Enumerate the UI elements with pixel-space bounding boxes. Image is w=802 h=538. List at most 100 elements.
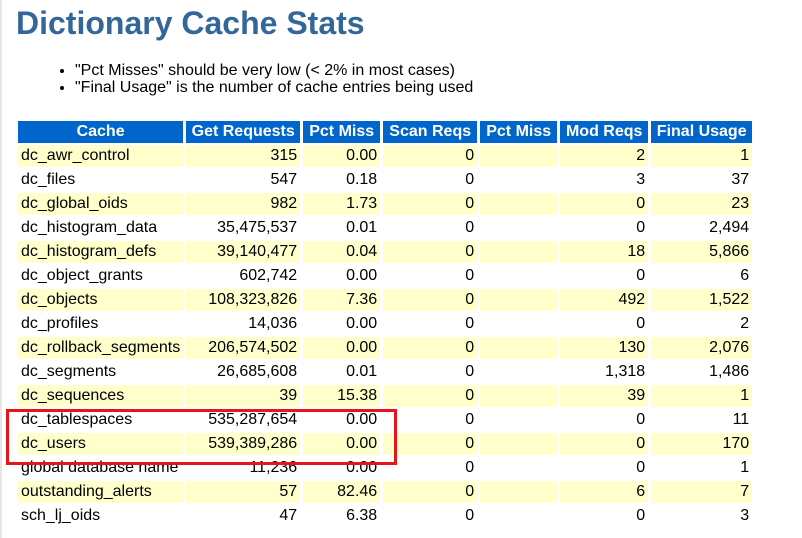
table-cell — [480, 385, 558, 407]
table-cell: 0 — [636, 459, 646, 476]
table-row: dc_sequences 39 15.38 0 39 1 — [18, 385, 753, 407]
table-cell: 7 — [651, 481, 753, 503]
page-left-border — [0, 0, 2, 538]
column-header: Get Requests — [186, 121, 301, 143]
column-header: Cache — [18, 121, 184, 143]
column-header: Scan Reqs — [383, 121, 478, 143]
table-cell: 39,140,477 — [186, 241, 301, 263]
table-cell: 57 — [186, 481, 301, 503]
table-cell: 0 — [383, 481, 478, 503]
table-cell: 0 — [383, 337, 478, 359]
cache-name-cell: dc_segments — [21, 363, 117, 380]
table-cell: 1,522 — [651, 289, 753, 311]
table-cell — [480, 457, 557, 479]
table-cell: 0 — [465, 411, 475, 428]
cache-name-cell: dc_object_grants — [21, 267, 143, 284]
table-cell — [480, 337, 558, 359]
table-cell: 14,036 — [248, 315, 298, 332]
table-row: dc_files 547 0.18 0 3 37 — [18, 169, 752, 191]
table-cell: 0 — [383, 193, 478, 215]
table-cell: 47 — [279, 507, 298, 524]
table-cell: 0 — [636, 267, 646, 284]
table-cell: 7.36 — [303, 289, 381, 311]
table-row: global database name 11,236 0.00 0 0 1 — [18, 457, 752, 479]
table-cell: 6 — [560, 481, 649, 503]
table-cell: 206,574,502 — [186, 337, 301, 359]
table-cell: 2 — [740, 315, 750, 332]
table-cell — [480, 313, 557, 335]
table-row: outstanding_alerts 57 82.46 0 6 7 — [18, 481, 753, 503]
table-cell: 0 — [383, 145, 478, 167]
table-cell — [480, 193, 558, 215]
cache-name-cell: dc_objects — [18, 289, 184, 311]
table-cell: 11 — [732, 411, 750, 428]
table-cell: 0 — [465, 315, 475, 332]
table-cell: 0.00 — [346, 459, 378, 476]
table-cell — [480, 289, 558, 311]
table-cell: 0 — [636, 315, 646, 332]
table-cell: 0 — [383, 433, 478, 455]
table-cell: 0.00 — [303, 433, 381, 455]
table-cell: 37 — [731, 171, 750, 188]
table-cell: 602,742 — [239, 267, 298, 284]
table-cell: 315 — [186, 145, 301, 167]
table-cell: 35,475,537 — [217, 219, 298, 236]
table-cell: 1 — [651, 385, 753, 407]
table-cell: 15.38 — [303, 385, 381, 407]
table-cell: 39 — [560, 385, 649, 407]
table-cell: 0 — [465, 267, 475, 284]
table-cell: 0.00 — [346, 267, 378, 284]
table-cell — [480, 481, 558, 503]
table-cell: 0 — [636, 507, 646, 524]
table-cell: 0 — [560, 433, 649, 455]
table-cell: 492 — [560, 289, 649, 311]
table-cell: 1,318 — [605, 363, 646, 380]
table-row: dc_objects 108,323,826 7.36 0 492 1,522 — [18, 289, 753, 311]
page-title: Dictionary Cache Stats — [16, 5, 365, 41]
table-row: dc_histogram_defs 39,140,477 0.04 0 18 5,866 — [18, 241, 753, 263]
table-cell — [480, 145, 558, 167]
table-cell: 130 — [560, 337, 649, 359]
dictionary-cache-table: Cache Get Requests Pct Miss Scan Reqs Pct Mi… — [15, 119, 755, 529]
table-cell: 11,236 — [249, 459, 298, 476]
cache-name-cell: dc_sequences — [18, 385, 184, 407]
table-row: dc_profiles 14,036 0.00 0 0 2 — [18, 313, 752, 335]
table-cell: 0 — [465, 507, 475, 524]
table-cell — [480, 433, 558, 455]
cache-name-cell: global database name — [21, 459, 179, 476]
table-cell — [480, 169, 557, 191]
table-cell — [480, 217, 557, 239]
note-item: "Pct Misses" should be very low (< 2% in… — [75, 62, 473, 79]
table-cell: 0 — [383, 289, 478, 311]
cache-name-cell: dc_histogram_defs — [18, 241, 184, 263]
table-cell: 2 — [560, 145, 649, 167]
table-cell: 0 — [383, 241, 478, 263]
table-cell: 82.46 — [303, 481, 381, 503]
table-cell: 0.00 — [303, 145, 381, 167]
table-cell: 0.04 — [303, 241, 381, 263]
cache-name-cell: outstanding_alerts — [18, 481, 184, 503]
table-row: dc_global_oids 982 1.73 0 0 23 — [18, 193, 753, 215]
notes-list: "Pct Misses" should be very low (< 2% in… — [55, 62, 473, 96]
table-cell: 170 — [651, 433, 753, 455]
table-cell: 108,323,826 — [186, 289, 301, 311]
table-cell: 0.00 — [303, 337, 381, 359]
cache-name-cell: dc_awr_control — [18, 145, 184, 167]
table-cell: 0 — [465, 171, 475, 188]
table-cell: 0 — [465, 363, 475, 380]
table-row: dc_tablespaces 535,287,654 0.00 0 0 11 — [18, 409, 752, 431]
cache-name-cell: dc_rollback_segments — [18, 337, 184, 359]
column-header: Pct Miss — [480, 121, 558, 143]
table-cell: 3 — [740, 507, 750, 524]
table-cell: 0 — [465, 219, 475, 236]
table-cell: 6 — [740, 267, 750, 284]
table-cell: 18 — [560, 241, 649, 263]
cache-name-cell: dc_global_oids — [18, 193, 184, 215]
table-cell: 0.00 — [346, 315, 378, 332]
table-row: sch_lj_oids 47 6.38 0 0 3 — [18, 505, 752, 527]
cache-name-cell: dc_profiles — [21, 315, 99, 332]
table-row: dc_segments 26,685,608 0.01 0 1,318 1,486 — [18, 361, 752, 383]
table-cell — [480, 265, 557, 287]
table-cell: 0 — [560, 193, 649, 215]
note-item: "Final Usage" is the number of cache ent… — [75, 79, 473, 96]
